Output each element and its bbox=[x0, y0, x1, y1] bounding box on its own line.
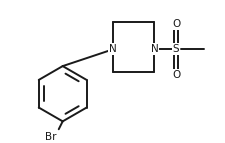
Text: N: N bbox=[109, 44, 116, 54]
Text: S: S bbox=[172, 44, 179, 54]
Text: N: N bbox=[150, 44, 157, 54]
Text: O: O bbox=[171, 70, 180, 80]
Text: O: O bbox=[171, 19, 180, 29]
Text: Br: Br bbox=[45, 132, 56, 142]
